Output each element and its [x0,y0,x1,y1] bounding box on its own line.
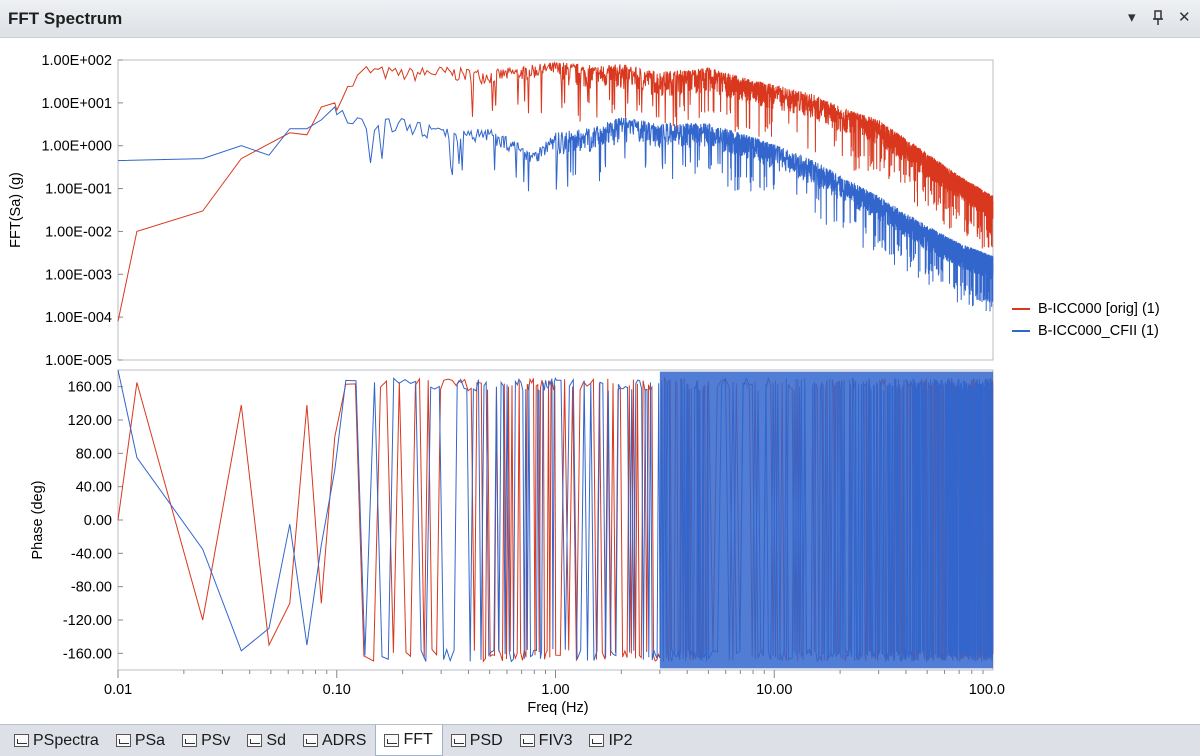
magnitude-plot-frame [117,59,994,361]
psa-icon [115,734,131,747]
magnitude-ytick-label: 1.00E-005 [45,353,112,369]
bottom-tab-bar: PSpectra PSa PSv Sd ADRS FFT PSD FIV3 IP… [0,724,1200,756]
tab-label: PSpectra [33,731,99,749]
chart-legend: B-ICC000 [orig] (1) B-ICC000_CFII (1) [1012,298,1160,342]
freq-xtick-label: 0.10 [323,682,351,698]
tab-adrs[interactable]: ADRS [295,725,375,756]
adrs-icon [302,734,318,747]
tab-label: IP2 [608,731,633,749]
legend-swatch-cfii [1012,330,1030,332]
magnitude-ytick-label: 1.00E-001 [45,182,112,198]
phase-dense-band-cfii [659,371,993,669]
tab-label: PSD [469,731,503,749]
tab-sd[interactable]: Sd [239,725,295,756]
pspectra-icon [14,734,29,747]
fft-icon [384,733,400,747]
legend-item-orig: B-ICC000 [orig] (1) [1012,298,1160,320]
fft-chart: 1.00E+002 1.00E+001 1.00E+000 1.00E-001 1.00… [8,53,1005,716]
sd-icon [247,734,263,747]
magnitude-ytick-label: 1.00E+002 [41,53,112,69]
phase-ytick-label: -80.00 [71,580,112,596]
tab-psa[interactable]: PSa [108,725,174,756]
panel-title: FFT Spectrum [8,9,123,28]
fft-magnitude-line-cfii [117,106,994,312]
freq-xtick-label: 100.0 [969,682,1005,698]
tab-label: PSa [134,731,166,749]
phase-ytick-label: -120.00 [63,613,112,629]
tab-fft[interactable]: FFT [375,725,443,756]
tab-psv[interactable]: PSv [174,725,239,756]
pin-icon[interactable] [1152,10,1164,29]
tab-label: Sd [266,731,286,749]
phase-ytick-label: 0.00 [84,513,112,529]
tab-label: FFT [403,731,433,748]
phase-ytick-label: 80.00 [76,446,112,462]
magnitude-ytick-label: 1.00E+000 [41,139,112,155]
legend-item-cfii: B-ICC000_CFII (1) [1012,320,1160,342]
phase-ytick-label: -160.00 [63,646,112,662]
fft-magnitude-line-orig [117,60,994,322]
panel-titlebar: FFT Spectrum ▾ ✕ [0,0,1200,38]
magnitude-y-axis-label: FFT(Sa) (g) [8,172,24,248]
magnitude-ytick-label: 1.00E+001 [41,96,112,112]
tab-label: ADRS [321,731,367,749]
magnitude-ytick-label: 1.00E-002 [45,224,112,240]
magnitude-ytick-label: 1.00E-004 [45,310,112,326]
freq-xtick-label: 1.00 [541,682,569,698]
phase-ytick-label: 160.00 [68,380,112,396]
freq-xtick-label: 10.00 [756,682,792,698]
x-axis-label: Freq (Hz) [527,700,588,716]
psv-icon [182,734,198,747]
close-icon[interactable]: ✕ [1178,9,1191,26]
ip2-icon [589,734,605,747]
phase-ytick-label: -40.00 [71,546,112,562]
dropdown-icon[interactable]: ▾ [1128,9,1136,26]
legend-label-orig: B-ICC000 [orig] (1) [1038,301,1160,317]
phase-y-axis-label: Phase (deg) [30,481,46,560]
phase-ytick-label: 120.00 [68,413,112,429]
fft-chart-area: 1.00E+002 1.00E+001 1.00E+000 1.00E-001 1.00… [0,38,1200,724]
legend-swatch-orig [1012,308,1030,310]
tab-label: FIV3 [538,731,573,749]
fiv3-icon [519,734,535,747]
tab-label: PSv [201,731,231,749]
legend-label-cfii: B-ICC000_CFII (1) [1038,323,1159,339]
magnitude-ytick-label: 1.00E-003 [45,267,112,283]
psd-icon [450,734,466,747]
tab-psd[interactable]: PSD [443,725,512,756]
tab-pspectra[interactable]: PSpectra [6,725,108,756]
phase-ytick-label: 40.00 [76,480,112,496]
tab-ip2[interactable]: IP2 [581,725,641,756]
freq-xtick-label: 0.01 [104,682,132,698]
tab-fiv3[interactable]: FIV3 [512,725,582,756]
